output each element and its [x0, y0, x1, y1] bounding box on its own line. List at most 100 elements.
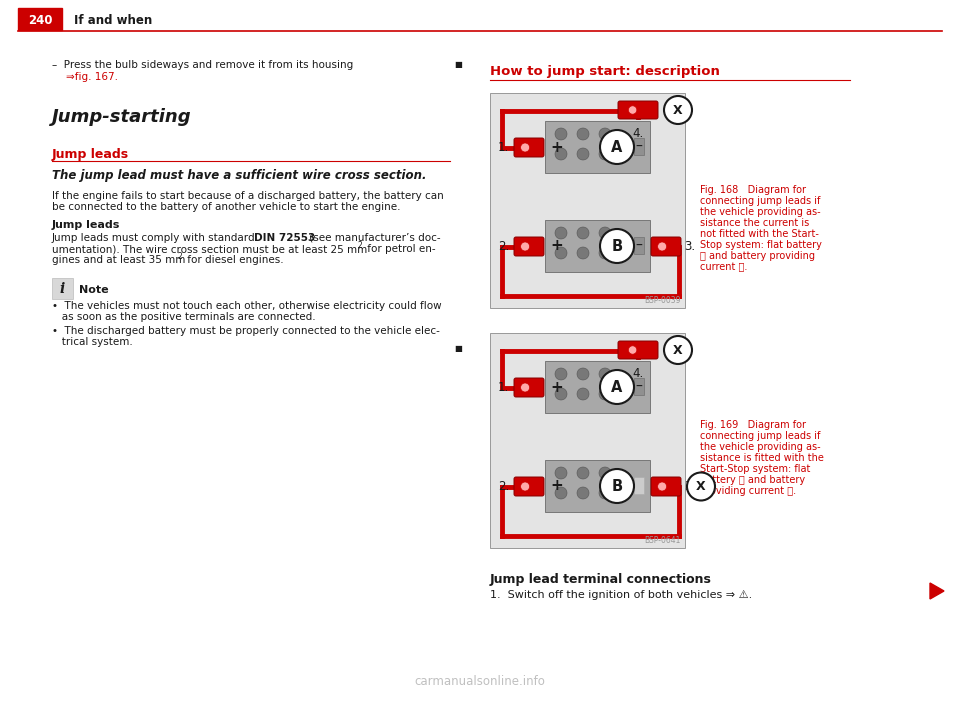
Text: 1.: 1. — [498, 381, 509, 394]
Bar — [634, 237, 644, 254]
Circle shape — [577, 227, 589, 239]
Text: A: A — [612, 140, 623, 155]
Text: (see manufacturer’s doc-: (see manufacturer’s doc- — [306, 233, 441, 243]
Text: +: + — [551, 379, 564, 395]
Circle shape — [555, 128, 567, 140]
Text: for petrol en-: for petrol en- — [364, 244, 436, 254]
Text: not fitted with the Start-: not fitted with the Start- — [700, 229, 819, 239]
Circle shape — [599, 247, 611, 259]
Text: X: X — [696, 480, 706, 493]
Circle shape — [520, 143, 530, 152]
FancyBboxPatch shape — [618, 341, 658, 359]
Bar — [490, 333, 685, 548]
Text: Jump leads: Jump leads — [52, 148, 130, 161]
FancyBboxPatch shape — [514, 237, 544, 256]
Bar — [545, 220, 650, 272]
Text: 2: 2 — [358, 241, 363, 250]
Text: connecting jump leads if: connecting jump leads if — [700, 431, 821, 441]
Circle shape — [555, 368, 567, 380]
Circle shape — [577, 467, 589, 479]
FancyBboxPatch shape — [618, 101, 658, 119]
FancyBboxPatch shape — [514, 378, 544, 397]
Circle shape — [520, 383, 530, 392]
Text: 2.: 2. — [498, 240, 509, 253]
Text: The jump lead must have a sufficient wire cross section.: The jump lead must have a sufficient wir… — [52, 169, 426, 182]
Text: •  The discharged battery must be properly connected to the vehicle elec-: • The discharged battery must be properl… — [52, 326, 440, 336]
Bar — [18, 8, 62, 30]
Circle shape — [520, 482, 530, 491]
Text: ■: ■ — [454, 60, 462, 69]
Text: the vehicle providing as-: the vehicle providing as- — [700, 442, 821, 452]
Text: Fig. 168   Diagram for: Fig. 168 Diagram for — [700, 185, 806, 195]
Bar — [545, 460, 650, 512]
Bar — [545, 121, 650, 173]
Text: ⇒fig. 167.: ⇒fig. 167. — [66, 72, 118, 82]
Circle shape — [555, 487, 567, 499]
Text: ■: ■ — [454, 344, 462, 353]
Bar — [52, 278, 73, 299]
Text: Fig. 169   Diagram for: Fig. 169 Diagram for — [700, 420, 806, 430]
Text: DIN 72553: DIN 72553 — [254, 233, 315, 243]
Text: –: – — [636, 380, 642, 394]
Text: for diesel engines.: for diesel engines. — [184, 255, 283, 265]
FancyBboxPatch shape — [514, 477, 544, 496]
Circle shape — [658, 242, 666, 251]
Text: +: + — [551, 139, 564, 154]
Text: 2.: 2. — [498, 480, 509, 493]
Text: •  The vehicles must not touch each other, otherwise electricity could flow: • The vehicles must not touch each other… — [52, 301, 442, 311]
Circle shape — [520, 242, 530, 251]
Text: providing current Ⓑ.: providing current Ⓑ. — [700, 486, 796, 496]
Text: 1.  Switch off the ignition of both vehicles ⇒ ⚠.: 1. Switch off the ignition of both vehic… — [490, 590, 753, 600]
Text: Jump leads: Jump leads — [52, 220, 120, 230]
Text: trical system.: trical system. — [52, 337, 132, 347]
Bar — [634, 378, 644, 395]
Text: the vehicle providing as-: the vehicle providing as- — [700, 207, 821, 217]
Text: sistance the current is: sistance the current is — [700, 218, 809, 228]
Circle shape — [577, 247, 589, 259]
Bar — [634, 138, 644, 155]
Circle shape — [577, 388, 589, 400]
Text: gines and at least 35 mm: gines and at least 35 mm — [52, 255, 185, 265]
Text: Jump-starting: Jump-starting — [52, 108, 192, 126]
Text: carmanualsonline.info: carmanualsonline.info — [415, 675, 545, 688]
Bar — [545, 361, 650, 413]
Text: Ⓐ and battery providing: Ⓐ and battery providing — [700, 251, 815, 261]
Circle shape — [600, 130, 634, 164]
Circle shape — [629, 346, 636, 354]
Text: 3.: 3. — [684, 480, 695, 493]
Text: umentation). The wire cross section must be at least 25 mm: umentation). The wire cross section must… — [52, 244, 368, 254]
Circle shape — [577, 148, 589, 160]
FancyBboxPatch shape — [651, 237, 681, 256]
Text: be connected to the battery of another vehicle to start the engine.: be connected to the battery of another v… — [52, 202, 400, 212]
Text: If and when: If and when — [74, 13, 153, 27]
Text: 2: 2 — [178, 252, 182, 261]
Circle shape — [664, 336, 692, 364]
Text: 4.: 4. — [633, 367, 643, 380]
Text: current Ⓑ.: current Ⓑ. — [700, 262, 748, 272]
Text: –: – — [636, 140, 642, 154]
Text: 1.: 1. — [498, 141, 509, 154]
Text: 4.: 4. — [633, 127, 643, 140]
Text: –: – — [636, 239, 642, 253]
Text: connecting jump leads if: connecting jump leads if — [700, 196, 821, 206]
FancyBboxPatch shape — [514, 138, 544, 157]
Circle shape — [599, 467, 611, 479]
Text: B: B — [612, 479, 623, 494]
Bar — [634, 477, 644, 494]
Circle shape — [555, 247, 567, 259]
Circle shape — [599, 388, 611, 400]
Text: 3.: 3. — [684, 240, 695, 253]
Circle shape — [555, 227, 567, 239]
Text: –  Press the bulb sideways and remove it from its housing: – Press the bulb sideways and remove it … — [52, 60, 353, 70]
Circle shape — [599, 368, 611, 380]
Circle shape — [664, 96, 692, 124]
Circle shape — [555, 388, 567, 400]
Text: BSP-0039: BSP-0039 — [644, 296, 681, 305]
Text: A: A — [612, 380, 623, 395]
FancyBboxPatch shape — [651, 477, 681, 496]
Polygon shape — [930, 583, 944, 599]
Circle shape — [687, 472, 715, 501]
Circle shape — [600, 469, 634, 503]
Circle shape — [600, 229, 634, 263]
Text: Start-Stop system: flat: Start-Stop system: flat — [700, 464, 810, 474]
